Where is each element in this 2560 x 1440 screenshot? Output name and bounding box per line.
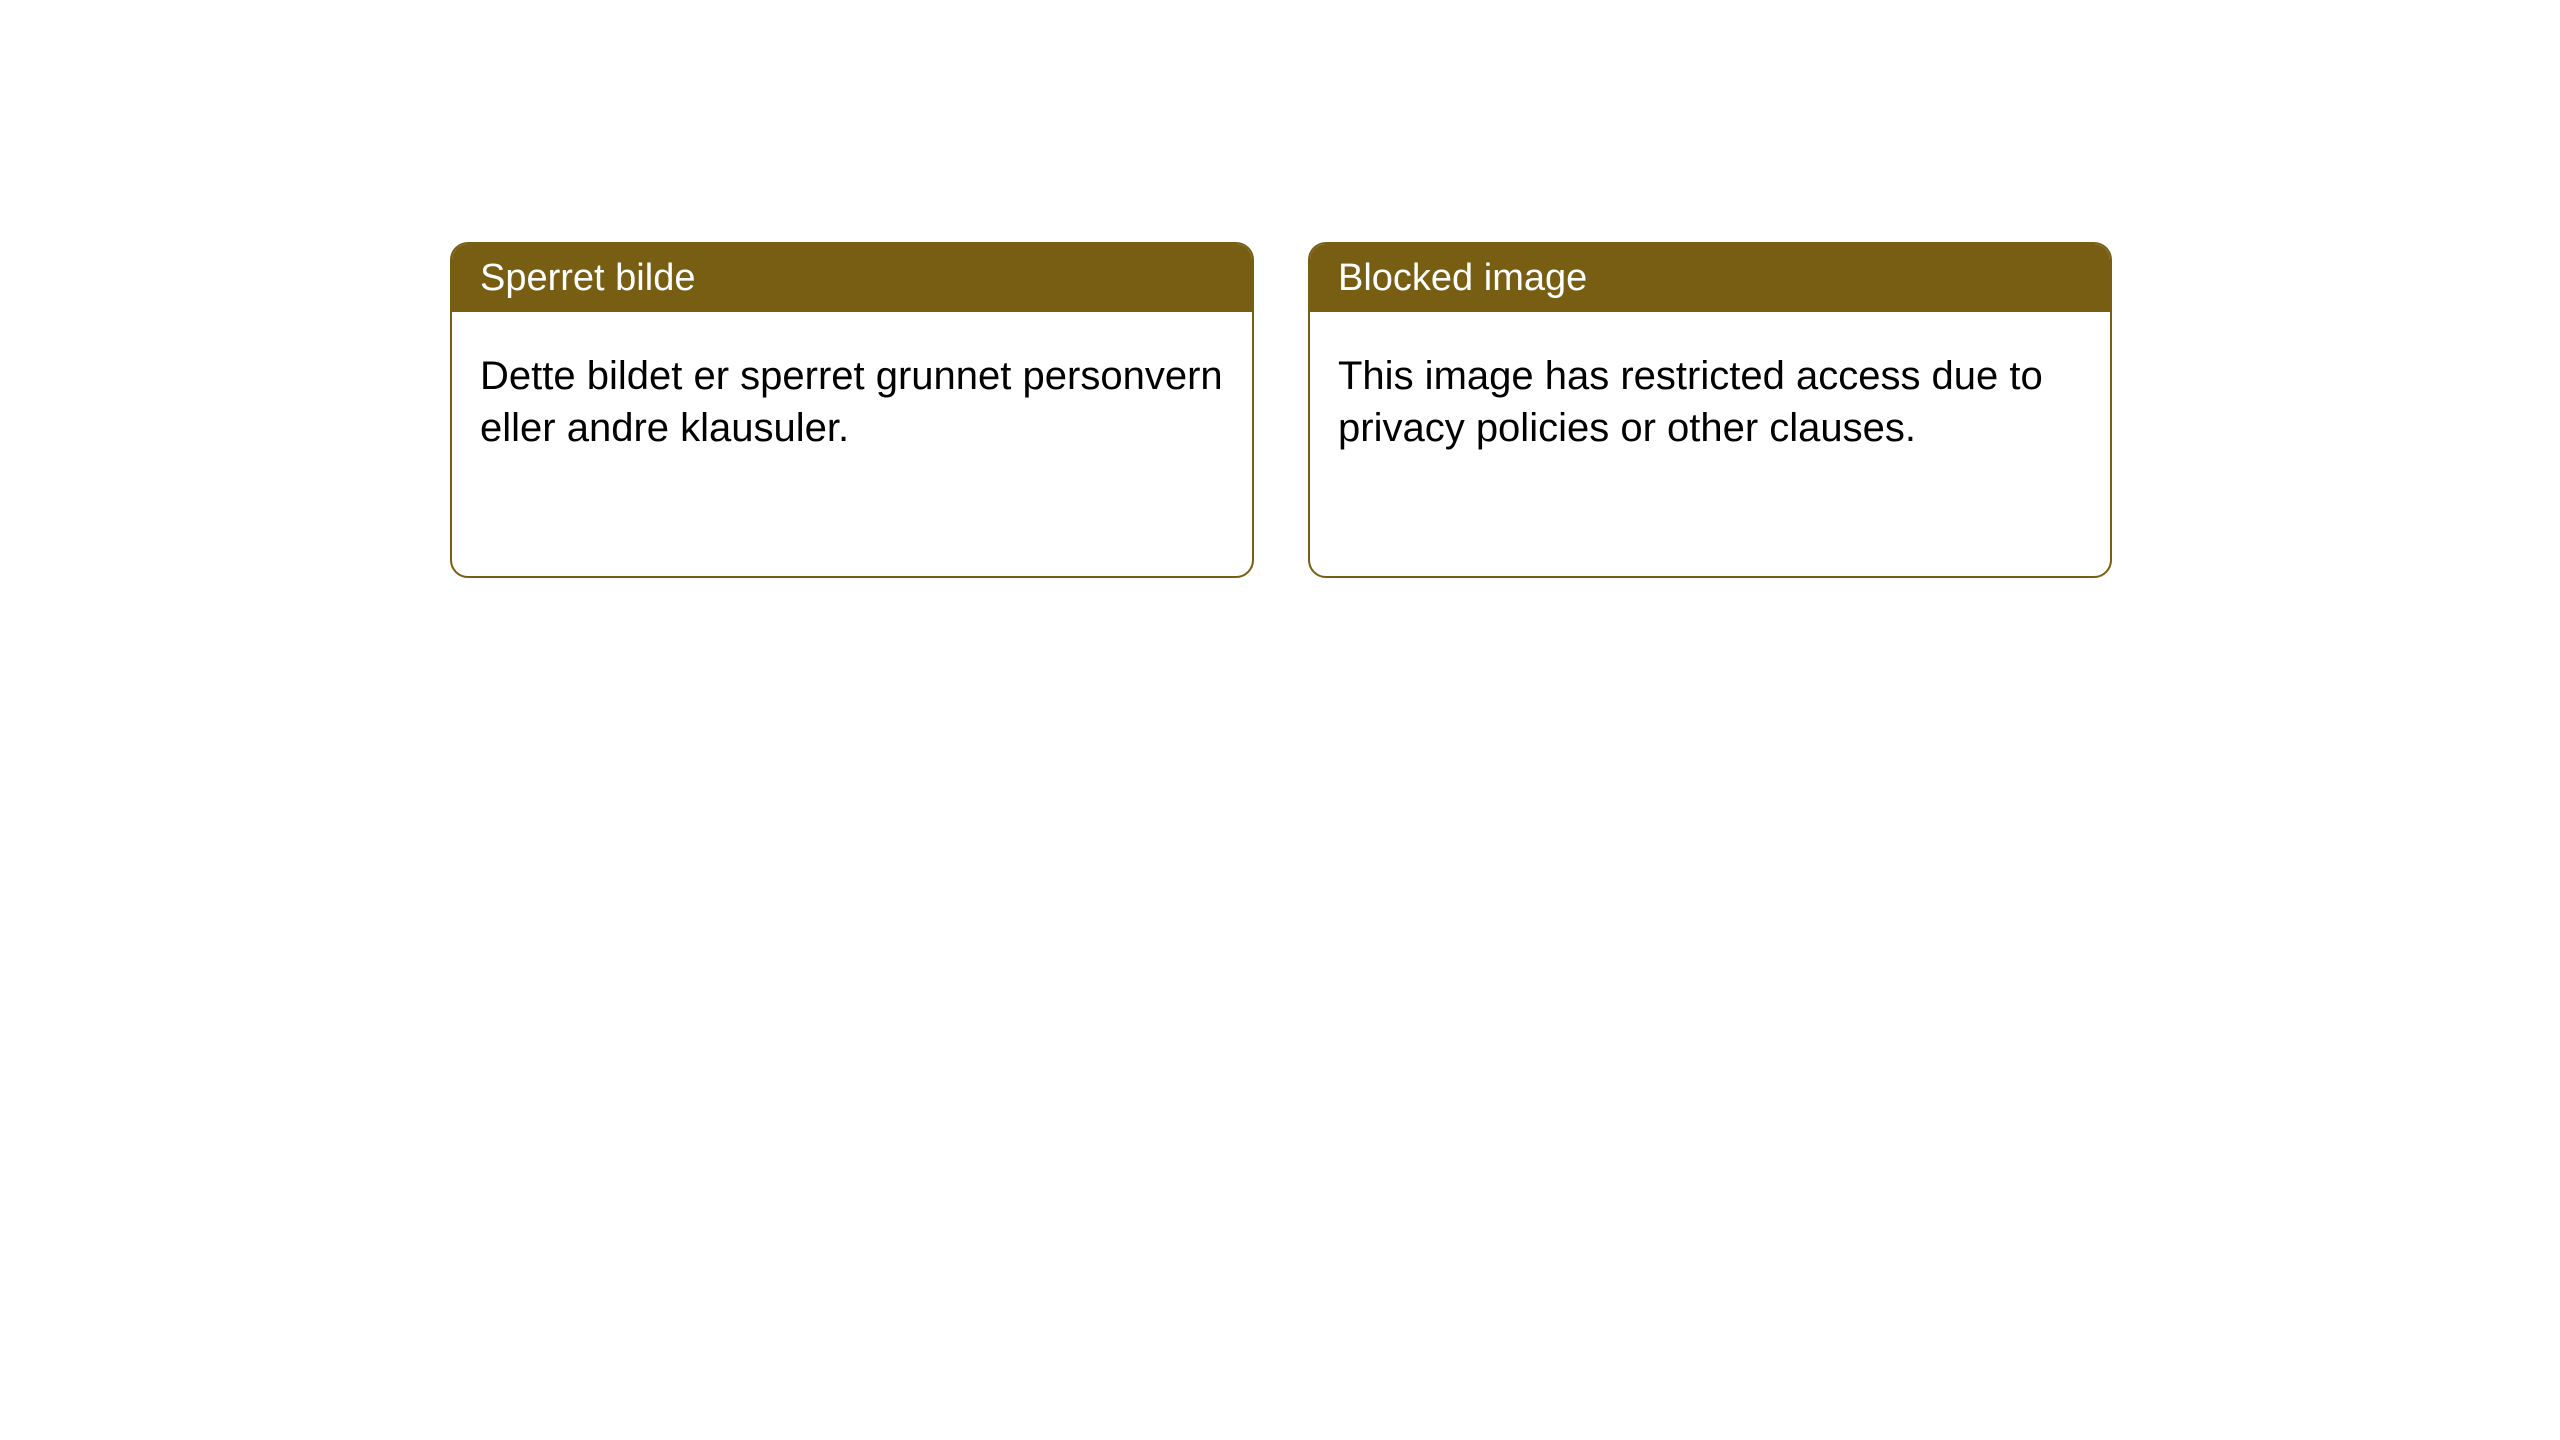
card-body-english: This image has restricted access due to …: [1310, 312, 2110, 494]
blocked-image-cards-row: Sperret bilde Dette bildet er sperret gr…: [450, 242, 2112, 578]
card-body-norwegian: Dette bildet er sperret grunnet personve…: [452, 312, 1252, 494]
blocked-image-card-norwegian: Sperret bilde Dette bildet er sperret gr…: [450, 242, 1254, 578]
card-header-english: Blocked image: [1310, 244, 2110, 312]
blocked-image-card-english: Blocked image This image has restricted …: [1308, 242, 2112, 578]
card-header-norwegian: Sperret bilde: [452, 244, 1252, 312]
